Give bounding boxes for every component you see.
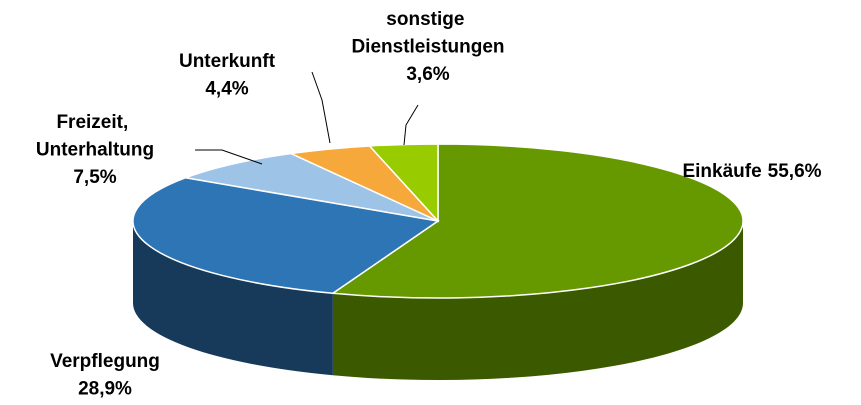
slice-label: Einkäufe 55,6%	[682, 161, 821, 182]
value-label: 4,4%	[205, 79, 248, 100]
leader-line	[403, 104, 419, 146]
pie-slice	[330, 143, 744, 299]
category-line: Unterhaltung	[36, 140, 154, 161]
category-label: Einkäufe	[682, 161, 761, 182]
category-label: Verpflegung	[50, 351, 160, 372]
category-line: sonstige	[386, 9, 469, 30]
category-line: Freizeit,	[56, 112, 133, 133]
category-line: Unterkunft	[179, 51, 276, 72]
value-label: 28,9%	[78, 379, 132, 400]
category-line: Dienstleistungen	[351, 37, 504, 58]
pie-slice	[182, 152, 439, 222]
category-line: Verpflegung	[50, 351, 160, 372]
leader-line	[311, 71, 331, 144]
pie-slice	[132, 176, 440, 295]
category-label: Unterkunft	[179, 51, 276, 72]
category-label: sonstige Dienstleistungen	[351, 9, 504, 58]
pie-side	[133, 221, 333, 376]
leader-lines	[195, 71, 419, 165]
value-label: 7,5%	[73, 167, 116, 188]
labels: Einkäufe 55,6% Verpflegung 28,9% Freizeit, U…	[36, 9, 822, 400]
pie-side	[332, 221, 743, 380]
leader-line	[195, 149, 263, 165]
pie-tops	[132, 143, 744, 299]
category-label: Freizeit, Unterhaltung	[36, 112, 154, 161]
value-label: 55,6%	[768, 161, 822, 182]
pie-sides	[133, 221, 743, 380]
value-label: 3,6%	[406, 64, 449, 85]
